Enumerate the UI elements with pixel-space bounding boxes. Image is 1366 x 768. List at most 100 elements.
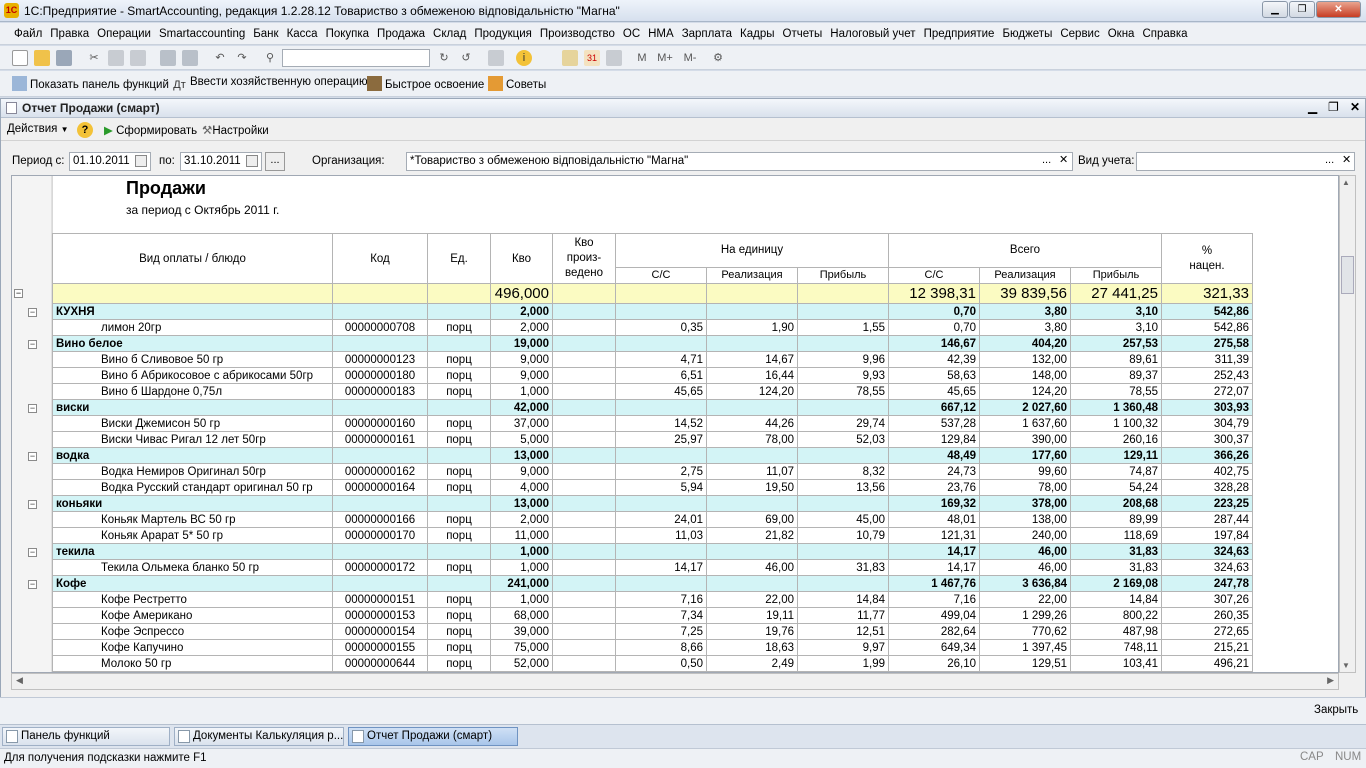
table-row[interactable]: Вино б Шардоне 0,75л 00000000183 порц 1,000… <box>52 383 1253 400</box>
cut-icon[interactable]: ✂ <box>89 52 99 64</box>
undo-icon[interactable]: ↶ <box>215 52 225 64</box>
vertical-scroll-thumb[interactable] <box>1341 256 1354 294</box>
account-type-field[interactable] <box>1136 152 1355 171</box>
table-row[interactable]: Виски Джемисон 50 гр 00000000160 порц 37,00… <box>52 415 1253 432</box>
menu-tax[interactable]: Налоговый учет <box>830 28 916 40</box>
task-functions-panel[interactable]: Панель функций <box>2 727 170 746</box>
windows-icon[interactable] <box>488 50 504 66</box>
doc-minimize-button[interactable]: ▁ <box>1308 100 1318 114</box>
find-next-icon[interactable]: ↻ <box>439 52 449 64</box>
find-prev-icon[interactable]: ↺ <box>461 52 471 64</box>
maximize-button[interactable]: ❐ <box>1289 1 1315 18</box>
help-icon[interactable]: ? <box>77 122 93 138</box>
menu-intangibles[interactable]: НМА <box>648 28 674 40</box>
account-type-select-button[interactable]: ... <box>1325 154 1335 166</box>
group-row[interactable]: КУХНЯ 2,000 0,70 3,80 3,10 542,86 <box>52 303 1253 320</box>
group-row[interactable]: виски 42,000 667,12 2 027,60 1 360,48 303,93 <box>52 399 1253 416</box>
task-calculation-documents[interactable]: Документы Калькуляция р... <box>174 727 344 746</box>
tips-button[interactable]: Советы <box>488 76 546 91</box>
print-icon[interactable] <box>160 50 176 66</box>
table-row[interactable]: Молоко 50 гр 00000000644 порц 52,000 0,50 2,4… <box>52 655 1253 672</box>
table-row[interactable]: лимон 20гр 00000000708 порц 2,000 0,35 1,90 1,… <box>52 319 1253 336</box>
table-row[interactable]: Виски Чивас Ригал 12 лет 50гр 00000000161… <box>52 431 1253 448</box>
scroll-up-icon[interactable]: ▲ <box>1342 178 1350 187</box>
group-collapse-toggle[interactable]: − <box>28 403 37 413</box>
scroll-right-icon[interactable]: ▶ <box>1327 675 1334 685</box>
group-row[interactable]: Кофе 241,000 1 467,76 3 636,84 2 169,08 247,7… <box>52 575 1253 592</box>
menu-budgets[interactable]: Бюджеты <box>1002 28 1053 40</box>
info-icon[interactable]: i <box>516 50 532 66</box>
group-row[interactable]: текила 1,000 14,17 46,00 31,83 324,63 <box>52 543 1253 560</box>
horizontal-scrollbar[interactable]: ◀ ▶ <box>11 673 1339 690</box>
menu-help[interactable]: Справка <box>1142 28 1188 40</box>
doc-maximize-button[interactable]: ❐ <box>1328 100 1339 114</box>
period-to-field[interactable]: 31.10.2011 <box>180 152 262 171</box>
menu-purchase[interactable]: Покупка <box>325 28 370 40</box>
memory-button[interactable]: M <box>637 52 647 64</box>
group-collapse-toggle[interactable]: − <box>28 579 37 589</box>
menu-edit[interactable]: Правка <box>50 28 90 40</box>
organization-clear-button[interactable]: ✕ <box>1059 154 1069 166</box>
tools-icon[interactable]: ⚙ <box>713 52 723 64</box>
table-row[interactable]: Коньяк Арарат 5* 50 гр 00000000170 порц 11,… <box>52 527 1253 544</box>
search-icon[interactable]: ⚲ <box>265 52 275 64</box>
minimize-button[interactable]: ▁ <box>1262 1 1288 18</box>
messages-icon[interactable] <box>606 50 622 66</box>
account-type-clear-button[interactable]: ✕ <box>1342 154 1352 166</box>
table-row[interactable]: Водка Русский стандарт оригинал 50 гр 000… <box>52 479 1253 496</box>
group-collapse-toggle[interactable]: − <box>28 499 37 509</box>
vertical-scrollbar[interactable]: ▲ ▼ <box>1339 175 1356 673</box>
menu-production[interactable]: Производство <box>539 28 615 40</box>
table-row[interactable]: Коньяк Мартель ВС 50 гр 00000000166 порц 2,… <box>52 511 1253 528</box>
copy-icon[interactable] <box>108 50 124 66</box>
close-window-button[interactable]: ✕ <box>1316 1 1361 18</box>
generate-button[interactable]: ▶ Сформировать <box>104 125 198 137</box>
save-icon[interactable] <box>56 50 72 66</box>
doc-close-button[interactable]: ✕ <box>1350 100 1361 114</box>
period-select-button[interactable]: ... <box>265 152 285 171</box>
scroll-down-icon[interactable]: ▼ <box>1342 661 1350 670</box>
organization-select-button[interactable]: ... <box>1042 154 1052 166</box>
redo-icon[interactable]: ↷ <box>237 52 247 64</box>
task-sales-report[interactable]: Отчет Продажи (смарт) <box>348 727 518 746</box>
group-collapse-toggle[interactable]: − <box>28 307 37 317</box>
group-collapse-toggle[interactable]: − <box>28 451 37 461</box>
enter-operation-button[interactable]: Дт Ввести хозяйственную операцию <box>173 76 368 91</box>
paste-icon[interactable] <box>130 50 146 66</box>
table-row[interactable]: Кофе Рестретто 00000000151 порц 1,000 7,16 22… <box>52 591 1253 608</box>
group-row[interactable]: водка 13,000 48,49 177,60 129,11 366,26 <box>52 447 1253 464</box>
grand-total-row[interactable]: 496,000 12 398,31 39 839,56 27 441,25 32… <box>52 283 1253 304</box>
menu-file[interactable]: Файл <box>14 28 43 40</box>
menu-cash[interactable]: Касса <box>286 28 318 40</box>
table-row[interactable]: Кофе Американо 00000000153 порц 68,000 7,34 1… <box>52 607 1253 624</box>
group-row[interactable]: коньяки 13,000 169,32 378,00 208,68 223,25 <box>52 495 1253 512</box>
memory-minus-button[interactable]: M- <box>683 52 697 64</box>
group-row[interactable]: Вино белое 19,000 146,67 404,20 257,53 275,58 <box>52 335 1253 352</box>
menu-service[interactable]: Сервис <box>1060 28 1100 40</box>
table-row[interactable]: Вино б Сливовое 50 гр 00000000123 порц 9,00… <box>52 351 1253 368</box>
menu-bank[interactable]: Банк <box>253 28 279 40</box>
calendar-icon[interactable] <box>246 155 258 167</box>
open-folder-icon[interactable] <box>34 50 50 66</box>
menu-smartaccounting[interactable]: Smartaccounting <box>158 28 246 40</box>
menu-reports[interactable]: Отчеты <box>782 28 823 40</box>
table-row[interactable]: Вино б Абрикосовое с абрикосами 50гр 0000… <box>52 367 1253 384</box>
menu-hr[interactable]: Кадры <box>740 28 775 40</box>
scroll-left-icon[interactable]: ◀ <box>16 675 23 685</box>
menu-windows[interactable]: Окна <box>1107 28 1135 40</box>
new-document-icon[interactable] <box>12 50 28 66</box>
menu-warehouse[interactable]: Склад <box>433 28 467 40</box>
menu-products[interactable]: Продукция <box>474 28 532 40</box>
menu-operations[interactable]: Операции <box>97 28 151 40</box>
quick-learn-button[interactable]: Быстрое освоение <box>367 76 484 91</box>
table-row[interactable]: Текила Ольмека бланко 50 гр 00000000172 по… <box>52 559 1253 576</box>
organization-field[interactable]: *Товариство з обмеженою відповідальністю… <box>406 152 1073 171</box>
calendar-icon[interactable]: 31 <box>584 50 600 66</box>
calculator-icon[interactable] <box>562 50 578 66</box>
menu-sale[interactable]: Продажа <box>377 28 426 40</box>
print-preview-icon[interactable] <box>182 50 198 66</box>
period-from-field[interactable]: 01.10.2011 <box>69 152 151 171</box>
table-row[interactable]: Водка Немиров Оригинал 50гр 00000000162 по… <box>52 463 1253 480</box>
menu-fixed-assets[interactable]: ОС <box>622 28 641 40</box>
table-row[interactable]: Кофе Капучино 00000000155 порц 75,000 8,66 18… <box>52 639 1253 656</box>
